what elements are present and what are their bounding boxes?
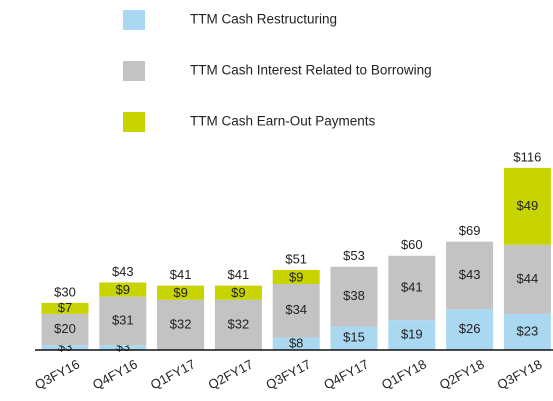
bar-segment (99, 296, 147, 346)
bar-segment (99, 345, 147, 350)
value-label: $19 (401, 327, 423, 342)
total-label: $60 (401, 237, 423, 252)
bar-segment (388, 255, 436, 321)
bar-segment (272, 284, 320, 338)
value-label: $7 (58, 300, 72, 315)
legend-text: TTM Cash Interest Related to Borrowing (190, 63, 432, 78)
x-tick-label: Q1FY17 (148, 356, 198, 392)
value-label: $44 (517, 271, 539, 286)
bar-segment (446, 241, 494, 310)
value-label: $43 (459, 267, 481, 282)
bar-segment (157, 285, 205, 300)
value-label: $49 (517, 198, 539, 213)
value-label: $31 (112, 312, 134, 327)
x-tick-label: Q1FY18 (379, 356, 429, 392)
value-label: $8 (289, 335, 303, 350)
bar-segment (330, 326, 378, 350)
value-label: $34 (285, 302, 307, 317)
bar-segment (503, 167, 551, 245)
total-label: $41 (228, 267, 250, 282)
bar-segment (330, 266, 378, 327)
x-tick-label: Q2FY17 (206, 356, 256, 392)
value-label: $9 (173, 285, 187, 300)
total-label: $43 (112, 264, 134, 279)
x-tick-label: Q3FY18 (495, 356, 545, 392)
bar-segment (214, 285, 262, 300)
total-label: $41 (170, 267, 192, 282)
total-label: $30 (54, 284, 76, 299)
value-label: $41 (401, 279, 423, 294)
value-label: $20 (54, 321, 76, 336)
bar-segment (41, 345, 89, 350)
bar-segment (388, 320, 436, 350)
value-label: $38 (343, 288, 365, 303)
legend-swatch (123, 61, 145, 81)
x-tick-label: Q2FY18 (437, 356, 487, 392)
bar-segment (41, 313, 89, 346)
bar-segment (446, 309, 494, 350)
bar-segment (41, 302, 89, 314)
value-label: $9 (116, 282, 130, 297)
total-label: $51 (285, 251, 307, 266)
x-tick-label: Q4FY16 (90, 356, 140, 392)
legend-swatch (123, 112, 145, 132)
value-label: $15 (343, 330, 365, 345)
value-label: $32 (170, 316, 192, 331)
value-label: $9 (289, 269, 303, 284)
bar-segment (99, 282, 147, 297)
bar-segment (272, 269, 320, 285)
x-tick-label: Q3FY16 (32, 356, 82, 392)
total-label: $116 (513, 149, 541, 164)
bar-segment (503, 313, 551, 350)
value-label: $9 (231, 285, 245, 300)
bar-segment (272, 337, 320, 350)
x-tick-label: Q3FY17 (263, 356, 313, 392)
bar-segment (503, 244, 551, 314)
value-label: $32 (228, 316, 250, 331)
legend-text: TTM Cash Earn-Out Payments (190, 114, 376, 129)
value-label: $26 (459, 321, 481, 336)
legend-text: TTM Cash Restructuring (190, 12, 337, 27)
total-label: $53 (343, 248, 365, 263)
bar-segment (157, 299, 205, 350)
legend-swatch (123, 10, 145, 30)
value-label: $23 (517, 323, 539, 338)
total-label: $69 (459, 223, 481, 238)
bar-segment (214, 299, 262, 350)
x-tick-label: Q4FY17 (321, 356, 371, 392)
